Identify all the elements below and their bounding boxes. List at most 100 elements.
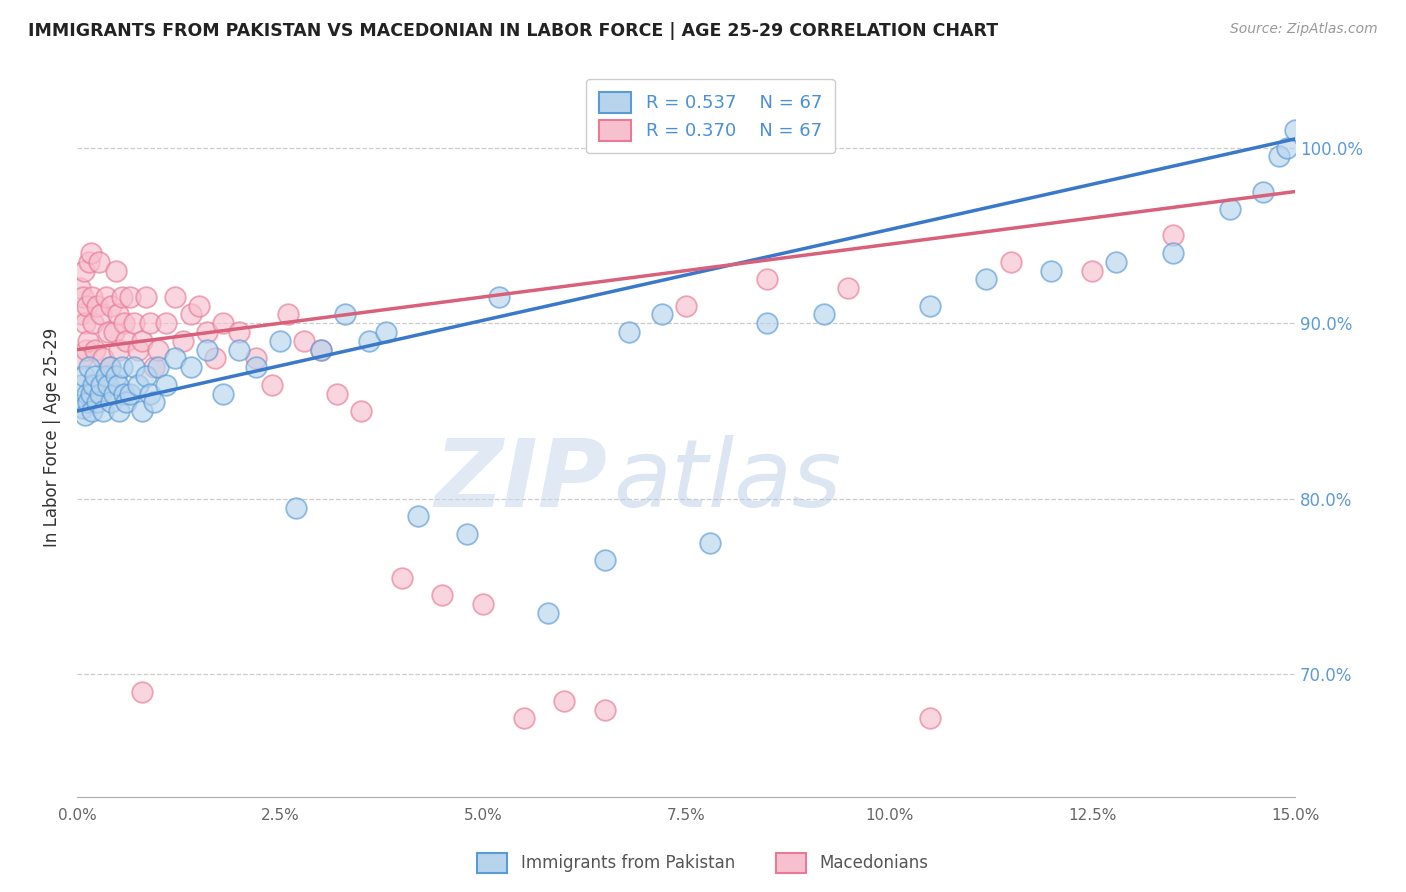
Point xyxy=(488,290,510,304)
Point xyxy=(456,527,478,541)
Point xyxy=(131,404,153,418)
Point xyxy=(406,509,429,524)
Point xyxy=(1251,185,1274,199)
Point xyxy=(204,351,226,366)
Point xyxy=(75,343,97,357)
Point xyxy=(163,290,186,304)
Point xyxy=(155,316,177,330)
Point xyxy=(651,308,673,322)
Point xyxy=(75,408,97,422)
Point xyxy=(374,325,396,339)
Point xyxy=(155,377,177,392)
Point xyxy=(72,368,94,383)
Point xyxy=(131,334,153,348)
Point xyxy=(135,290,157,304)
Text: atlas: atlas xyxy=(613,435,841,526)
Point xyxy=(69,281,91,295)
Point xyxy=(195,325,218,339)
Point xyxy=(97,377,120,392)
Point xyxy=(77,255,100,269)
Text: Source: ZipAtlas.com: Source: ZipAtlas.com xyxy=(1230,22,1378,37)
Point xyxy=(148,360,170,375)
Point xyxy=(553,694,575,708)
Point xyxy=(512,711,534,725)
Point xyxy=(1081,263,1104,277)
Legend: R = 0.537    N = 67, R = 0.370    N = 67: R = 0.537 N = 67, R = 0.370 N = 67 xyxy=(586,79,835,153)
Point xyxy=(72,263,94,277)
Point xyxy=(103,325,125,339)
Point xyxy=(756,272,779,286)
Point xyxy=(260,377,283,392)
Point xyxy=(127,377,149,392)
Point xyxy=(172,334,194,348)
Point xyxy=(72,290,94,304)
Point xyxy=(76,299,98,313)
Point xyxy=(976,272,998,286)
Point xyxy=(619,325,641,339)
Point xyxy=(107,308,129,322)
Point xyxy=(1268,149,1291,163)
Point xyxy=(80,404,103,418)
Point xyxy=(127,343,149,357)
Point xyxy=(309,343,332,357)
Point xyxy=(228,343,250,357)
Point xyxy=(107,377,129,392)
Point xyxy=(70,351,93,366)
Point xyxy=(118,386,141,401)
Point xyxy=(309,343,332,357)
Point xyxy=(333,308,356,322)
Point xyxy=(76,395,98,409)
Point xyxy=(77,334,100,348)
Point xyxy=(163,351,186,366)
Point xyxy=(432,589,454,603)
Point xyxy=(139,316,162,330)
Point xyxy=(105,263,128,277)
Point xyxy=(180,360,202,375)
Point xyxy=(1275,141,1298,155)
Point xyxy=(114,395,136,409)
Point xyxy=(1219,202,1241,216)
Point xyxy=(269,334,291,348)
Point xyxy=(103,386,125,401)
Point xyxy=(105,368,128,383)
Point xyxy=(180,308,202,322)
Point xyxy=(326,386,349,401)
Point xyxy=(918,299,941,313)
Point xyxy=(228,325,250,339)
Point xyxy=(122,360,145,375)
Point xyxy=(89,386,111,401)
Point xyxy=(98,360,121,375)
Point xyxy=(90,308,112,322)
Point xyxy=(84,368,107,383)
Y-axis label: In Labor Force | Age 25-29: In Labor Force | Age 25-29 xyxy=(44,327,60,547)
Point xyxy=(837,281,859,295)
Point xyxy=(918,711,941,725)
Point xyxy=(1161,228,1184,243)
Point xyxy=(1040,263,1063,277)
Legend: Immigrants from Pakistan, Macedonians: Immigrants from Pakistan, Macedonians xyxy=(471,847,935,880)
Point xyxy=(91,351,114,366)
Point xyxy=(98,360,121,375)
Point xyxy=(285,500,308,515)
Text: IMMIGRANTS FROM PAKISTAN VS MACEDONIAN IN LABOR FORCE | AGE 25-29 CORRELATION CH: IMMIGRANTS FROM PAKISTAN VS MACEDONIAN I… xyxy=(28,22,998,40)
Point xyxy=(593,553,616,567)
Point xyxy=(187,299,209,313)
Point xyxy=(472,597,495,611)
Point xyxy=(813,308,835,322)
Point xyxy=(76,386,98,401)
Point xyxy=(70,377,93,392)
Point xyxy=(111,360,134,375)
Point xyxy=(122,316,145,330)
Point xyxy=(100,395,122,409)
Point xyxy=(391,571,413,585)
Point xyxy=(1161,246,1184,260)
Point xyxy=(84,343,107,357)
Point xyxy=(80,246,103,260)
Point xyxy=(112,386,135,401)
Point xyxy=(135,368,157,383)
Point xyxy=(108,404,131,418)
Point xyxy=(108,343,131,357)
Point xyxy=(245,360,267,375)
Point xyxy=(75,316,97,330)
Point xyxy=(94,368,117,383)
